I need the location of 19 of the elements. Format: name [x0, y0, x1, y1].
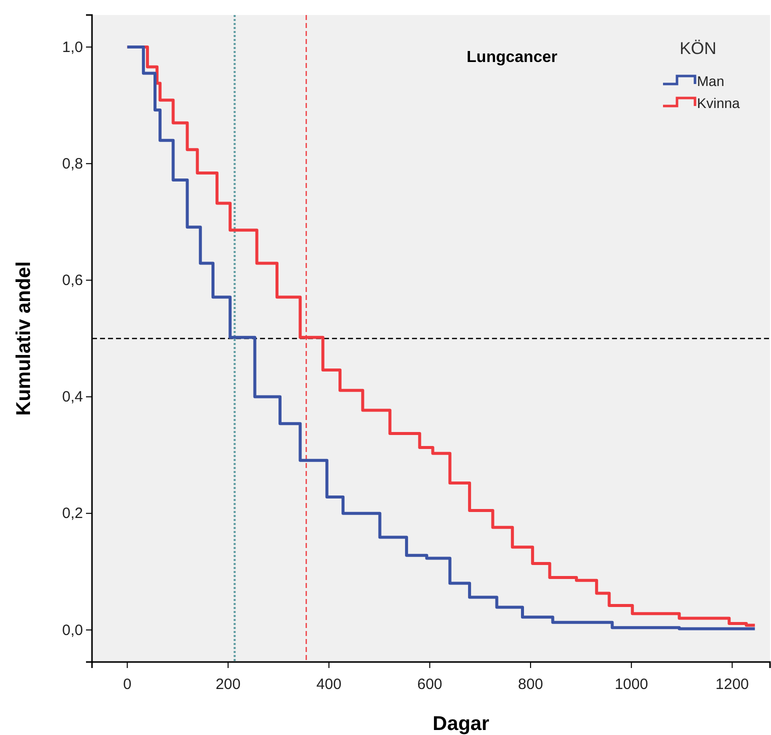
x-tick-label: 600 — [417, 676, 442, 693]
y-tick-label: 0,0 — [62, 622, 83, 639]
legend-label: Man — [697, 73, 724, 89]
y-tick-label: 0,8 — [62, 155, 83, 172]
y-tick-label: 0,4 — [62, 388, 83, 406]
y-tick-label: 1,0 — [62, 38, 83, 56]
text: Lungcancer — [466, 49, 558, 66]
x-axis-title: Dagar — [432, 713, 490, 735]
y-tick-label: 0,2 — [62, 505, 83, 522]
x-tick-label: 1200 — [716, 676, 749, 693]
y-tick-label: 0,6 — [62, 272, 83, 290]
legend-title: KÖN — [680, 39, 716, 58]
x-tick-label: 0 — [123, 676, 132, 693]
legend-label: Kvinna — [697, 95, 740, 111]
x-tick-label: 400 — [316, 676, 342, 693]
x-tick-label: 1000 — [614, 676, 648, 693]
x-tick-label: 200 — [216, 676, 241, 693]
x-tick-label: 800 — [518, 676, 544, 693]
y-axis-title: Kumulativ andel — [13, 261, 35, 416]
